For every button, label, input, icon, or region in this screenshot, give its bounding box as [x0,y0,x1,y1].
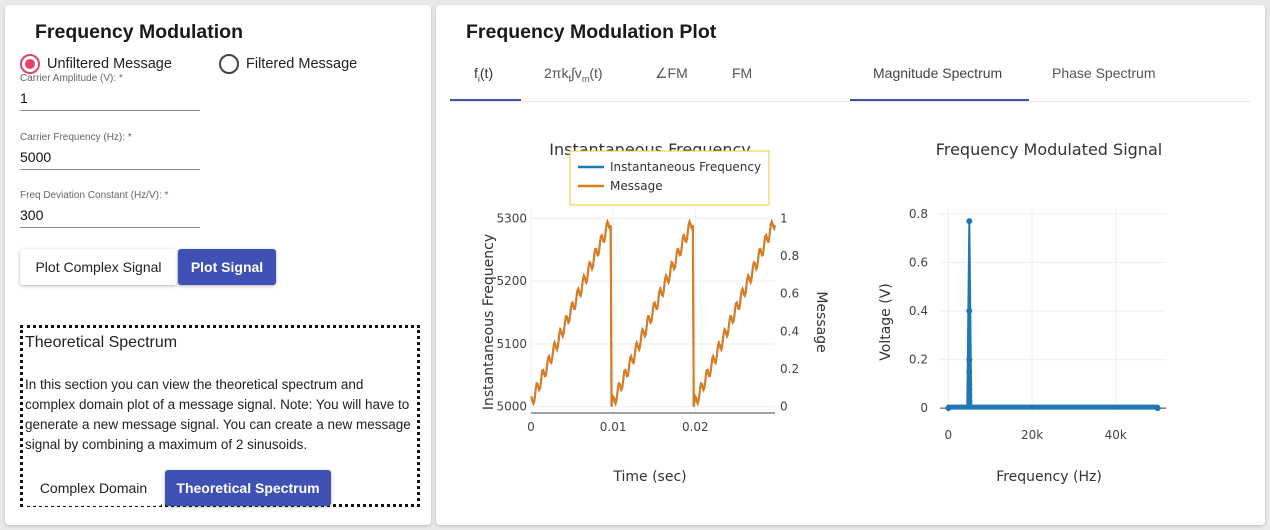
panel-title: Frequency Modulation [35,21,244,43]
y-tick-label: 0.2 [909,353,928,367]
field-label: Carrier Amplitude (V): * [20,73,123,84]
radio-label: Unfiltered Message [47,56,172,72]
radio-filtered-message[interactable]: Filtered Message [219,54,357,74]
theoretical-spectrum-section: Theoretical Spectrum In this section you… [20,325,420,507]
radio-checked-icon [20,54,40,74]
x-axis-label: Time (sec) [612,469,686,485]
radio-label: Filtered Message [246,56,358,72]
spectrum-marker [966,368,973,375]
plot-complex-signal-button[interactable]: Plot Complex Signal [20,249,177,285]
spectrum-marker [966,308,973,314]
theoretical-spectrum-button[interactable]: Theoretical Spectrum [165,470,331,506]
tabs-divider [450,101,1250,102]
freq-deviation-field[interactable]: Freq Deviation Constant (Hz/V): * 300 [20,190,200,228]
spectrum-marker [966,385,973,392]
spectrum-marker [1154,405,1161,412]
instantaneous-frequency-chart: Instantaneous Frequency Instantaneous Fr… [481,140,829,485]
section-description: In this section you can view the theoret… [25,377,411,452]
tab-magnitude-spectrum[interactable]: Magnitude Spectrum [873,65,1003,81]
tab-fm-angle[interactable]: ∠FM [655,65,688,81]
x-tick-label: 0.01 [600,420,627,434]
frequency-modulated-signal-chart: Frequency Modulated Signal 0 0.2 0.4 0.6 0.8… [878,140,1166,485]
y2-tick-label: 0.6 [780,287,799,301]
y-axis-label: Instantaneous Frequency [481,234,497,410]
spectrum-marker [966,397,973,404]
legend-label: Message [610,179,663,193]
field-label: Freq Deviation Constant (Hz/V): * [20,190,169,201]
tab-fm[interactable]: FM [732,65,753,81]
x-tick-label: 0 [527,420,535,434]
tab-instantaneous-frequency[interactable]: fi(t) [474,65,494,84]
carrier-amplitude-input[interactable]: 1 [20,84,200,111]
field-label: Carrier Frequency (Hz): * [20,132,132,143]
y2-tick-label: 0 [780,400,788,414]
y-tick-label: 5300 [496,211,527,225]
spectrum-marker [945,405,952,412]
x-tick-label: 20k [1021,428,1043,442]
spectrum-peak [966,221,973,409]
chart-title: Frequency Modulated Signal [936,140,1162,159]
y-tick-label: 5000 [496,400,527,414]
spectrum-marker [966,356,973,363]
y-tick-label: 0.4 [909,304,928,318]
x-axis-label: Frequency (Hz) [996,469,1102,485]
spectrum-marker [966,393,973,399]
tab-phase-spectrum[interactable]: Phase Spectrum [1052,65,1156,81]
plot-panel: Frequency Modulation Plot fi(t) 2πkf∫vm(… [436,5,1265,525]
spectrum-marker [966,380,973,387]
y-tick-label: 5200 [496,274,527,288]
radio-unchecked-icon [219,54,239,74]
y2-axis-label: Message [813,291,829,352]
carrier-amplitude-field[interactable]: Carrier Amplitude (V): * 1 [20,73,200,111]
y-tick-label: 0.6 [909,255,928,269]
y-tick-label: 0 [920,401,928,415]
x-tick-label: 0 [945,428,953,442]
active-tab-indicator [850,99,1029,101]
control-panel: Frequency Modulation Unfiltered Message … [5,5,431,525]
y2-tick-label: 1 [780,211,788,225]
y-tick-label: 0.8 [909,207,928,221]
panel-title: Frequency Modulation Plot [466,21,717,43]
freq-deviation-input[interactable]: 300 [20,201,200,228]
tab-phase-integral[interactable]: 2πkf∫vm(t) [544,65,603,84]
carrier-frequency-input[interactable]: 5000 [20,143,200,170]
x-tick-label: 0.02 [682,420,709,434]
carrier-frequency-field[interactable]: Carrier Frequency (Hz): * 5000 [20,132,200,170]
message-line [530,218,776,407]
section-title: Theoretical Spectrum [25,334,178,351]
chart-legend [569,150,770,206]
y2-tick-label: 0.4 [780,324,799,338]
plot-signal-button[interactable]: Plot Signal [178,249,276,285]
legend-label: Instantaneous Frequency [610,160,761,174]
y-tick-label: 5100 [496,337,527,351]
x-tick-label: 40k [1105,428,1127,442]
active-tab-indicator [450,99,521,101]
y2-tick-label: 0.2 [780,362,799,376]
complex-domain-button[interactable]: Complex Domain [25,470,162,506]
y2-tick-label: 0.8 [780,249,799,263]
radio-unfiltered-message[interactable]: Unfiltered Message [20,54,172,74]
y-axis-label: Voltage (V) [878,283,894,360]
peak-marker [966,218,973,225]
